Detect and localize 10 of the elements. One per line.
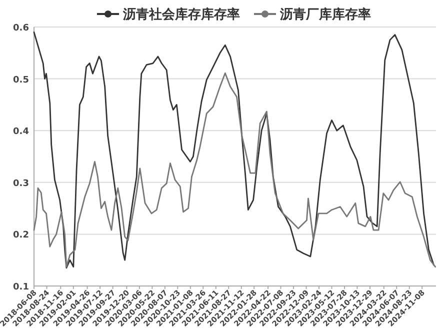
legend-label: 沥青厂库库存率 bbox=[279, 6, 371, 22]
line-series bbox=[33, 72, 436, 268]
y-tick-label: 0.6 bbox=[13, 24, 29, 34]
y-tick-label: 0.4 bbox=[13, 127, 29, 138]
line-series bbox=[33, 31, 434, 269]
y-tick-label: 0.5 bbox=[13, 75, 29, 86]
legend-label: 沥青社会库存库存率 bbox=[122, 6, 240, 22]
y-tick-label: 0.3 bbox=[13, 178, 29, 189]
y-tick-label: 0.1 bbox=[13, 282, 29, 292]
y-tick-label: 0.2 bbox=[13, 230, 29, 241]
